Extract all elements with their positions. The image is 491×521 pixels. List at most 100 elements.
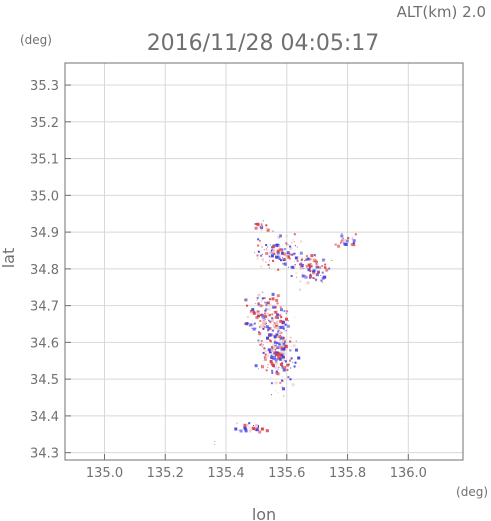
echo-point <box>321 271 324 274</box>
echo-point <box>308 266 311 269</box>
echo-point <box>289 245 292 248</box>
echo-point <box>274 327 276 329</box>
echo-point <box>282 380 284 382</box>
echo-point <box>256 297 259 300</box>
echo-point <box>269 321 272 324</box>
echo-point <box>345 241 347 243</box>
x-tick-label: 135.6 <box>268 466 305 481</box>
echo-point <box>283 252 287 256</box>
echo-point <box>274 349 276 351</box>
echo-point <box>275 370 278 373</box>
echo-point <box>277 392 279 394</box>
echo-point <box>267 326 271 330</box>
echo-point <box>331 259 333 261</box>
echo-point <box>263 249 265 251</box>
echo-point <box>268 256 270 257</box>
echo-point <box>279 381 282 384</box>
echo-point <box>275 355 277 357</box>
echo-point <box>246 423 249 426</box>
echo-point <box>354 233 357 236</box>
echo-point <box>275 346 278 349</box>
echo-point <box>280 334 282 336</box>
echo-point <box>272 344 275 347</box>
echo-point <box>266 249 269 251</box>
echo-point <box>284 323 287 326</box>
echo-point <box>246 322 249 325</box>
echo-point <box>293 241 295 243</box>
echo-point <box>295 340 297 342</box>
echo-point <box>285 244 287 246</box>
echo-point <box>305 264 307 266</box>
echo-point <box>239 429 243 433</box>
echo-point <box>316 273 318 275</box>
echo-point <box>314 255 316 257</box>
echo-point <box>267 366 269 368</box>
echo-point <box>295 271 298 274</box>
echo-point <box>238 429 240 431</box>
echo-point <box>253 310 256 313</box>
echo-point <box>281 355 285 359</box>
echo-point <box>291 265 295 269</box>
echo-point <box>262 351 265 354</box>
echo-point <box>309 273 311 275</box>
echo-point <box>259 320 262 322</box>
echo-point <box>291 253 294 256</box>
echo-point <box>287 254 289 256</box>
echo-point <box>271 394 272 396</box>
echo-point <box>295 257 298 260</box>
echo-point <box>342 237 344 239</box>
echo-point <box>287 244 289 246</box>
echo-point <box>271 248 273 250</box>
echo-point <box>264 301 267 304</box>
y-tick-label: 35.2 <box>30 116 59 131</box>
echo-point <box>274 358 278 362</box>
y-tick-label: 34.4 <box>30 410 59 425</box>
echo-point <box>262 327 265 330</box>
echo-point <box>271 346 273 348</box>
echo-point <box>266 317 269 320</box>
echo-point <box>268 255 270 257</box>
echo-point <box>280 350 284 354</box>
x-tick-label: 135.8 <box>329 466 366 481</box>
echo-point <box>262 305 264 307</box>
echo-point <box>269 339 271 342</box>
echo-point <box>257 303 260 306</box>
echo-point <box>268 350 272 354</box>
echo-point <box>277 356 279 358</box>
echo-point <box>282 368 286 372</box>
echo-point <box>273 355 276 359</box>
echo-point <box>252 327 256 331</box>
echo-point <box>262 316 265 320</box>
echo-point <box>255 327 257 329</box>
echo-point <box>249 323 253 327</box>
echo-point <box>314 269 317 272</box>
echo-point <box>257 313 260 317</box>
echo-point <box>244 322 247 325</box>
echo-point <box>324 263 327 266</box>
echo-point <box>276 344 278 346</box>
echo-point <box>270 254 274 258</box>
echo-point <box>309 261 311 263</box>
echo-point <box>278 366 280 368</box>
echo-point <box>279 306 282 309</box>
echo-point <box>271 363 275 367</box>
echo-point <box>275 315 278 319</box>
echo-point <box>299 288 302 291</box>
echo-point <box>343 242 347 246</box>
echo-point <box>261 258 264 261</box>
echo-point <box>257 426 259 429</box>
echo-point <box>281 379 284 382</box>
echo-point <box>255 427 258 430</box>
echo-point <box>306 257 310 261</box>
echo-point <box>279 355 283 358</box>
echo-point <box>271 307 273 309</box>
echo-point <box>292 344 296 348</box>
echo-point <box>321 265 324 267</box>
echo-point <box>282 345 285 348</box>
echo-point <box>294 264 296 265</box>
echo-point <box>280 308 283 312</box>
echo-point <box>300 240 303 243</box>
echo-point <box>243 423 247 427</box>
echo-point <box>299 263 301 266</box>
echo-point <box>301 274 305 278</box>
